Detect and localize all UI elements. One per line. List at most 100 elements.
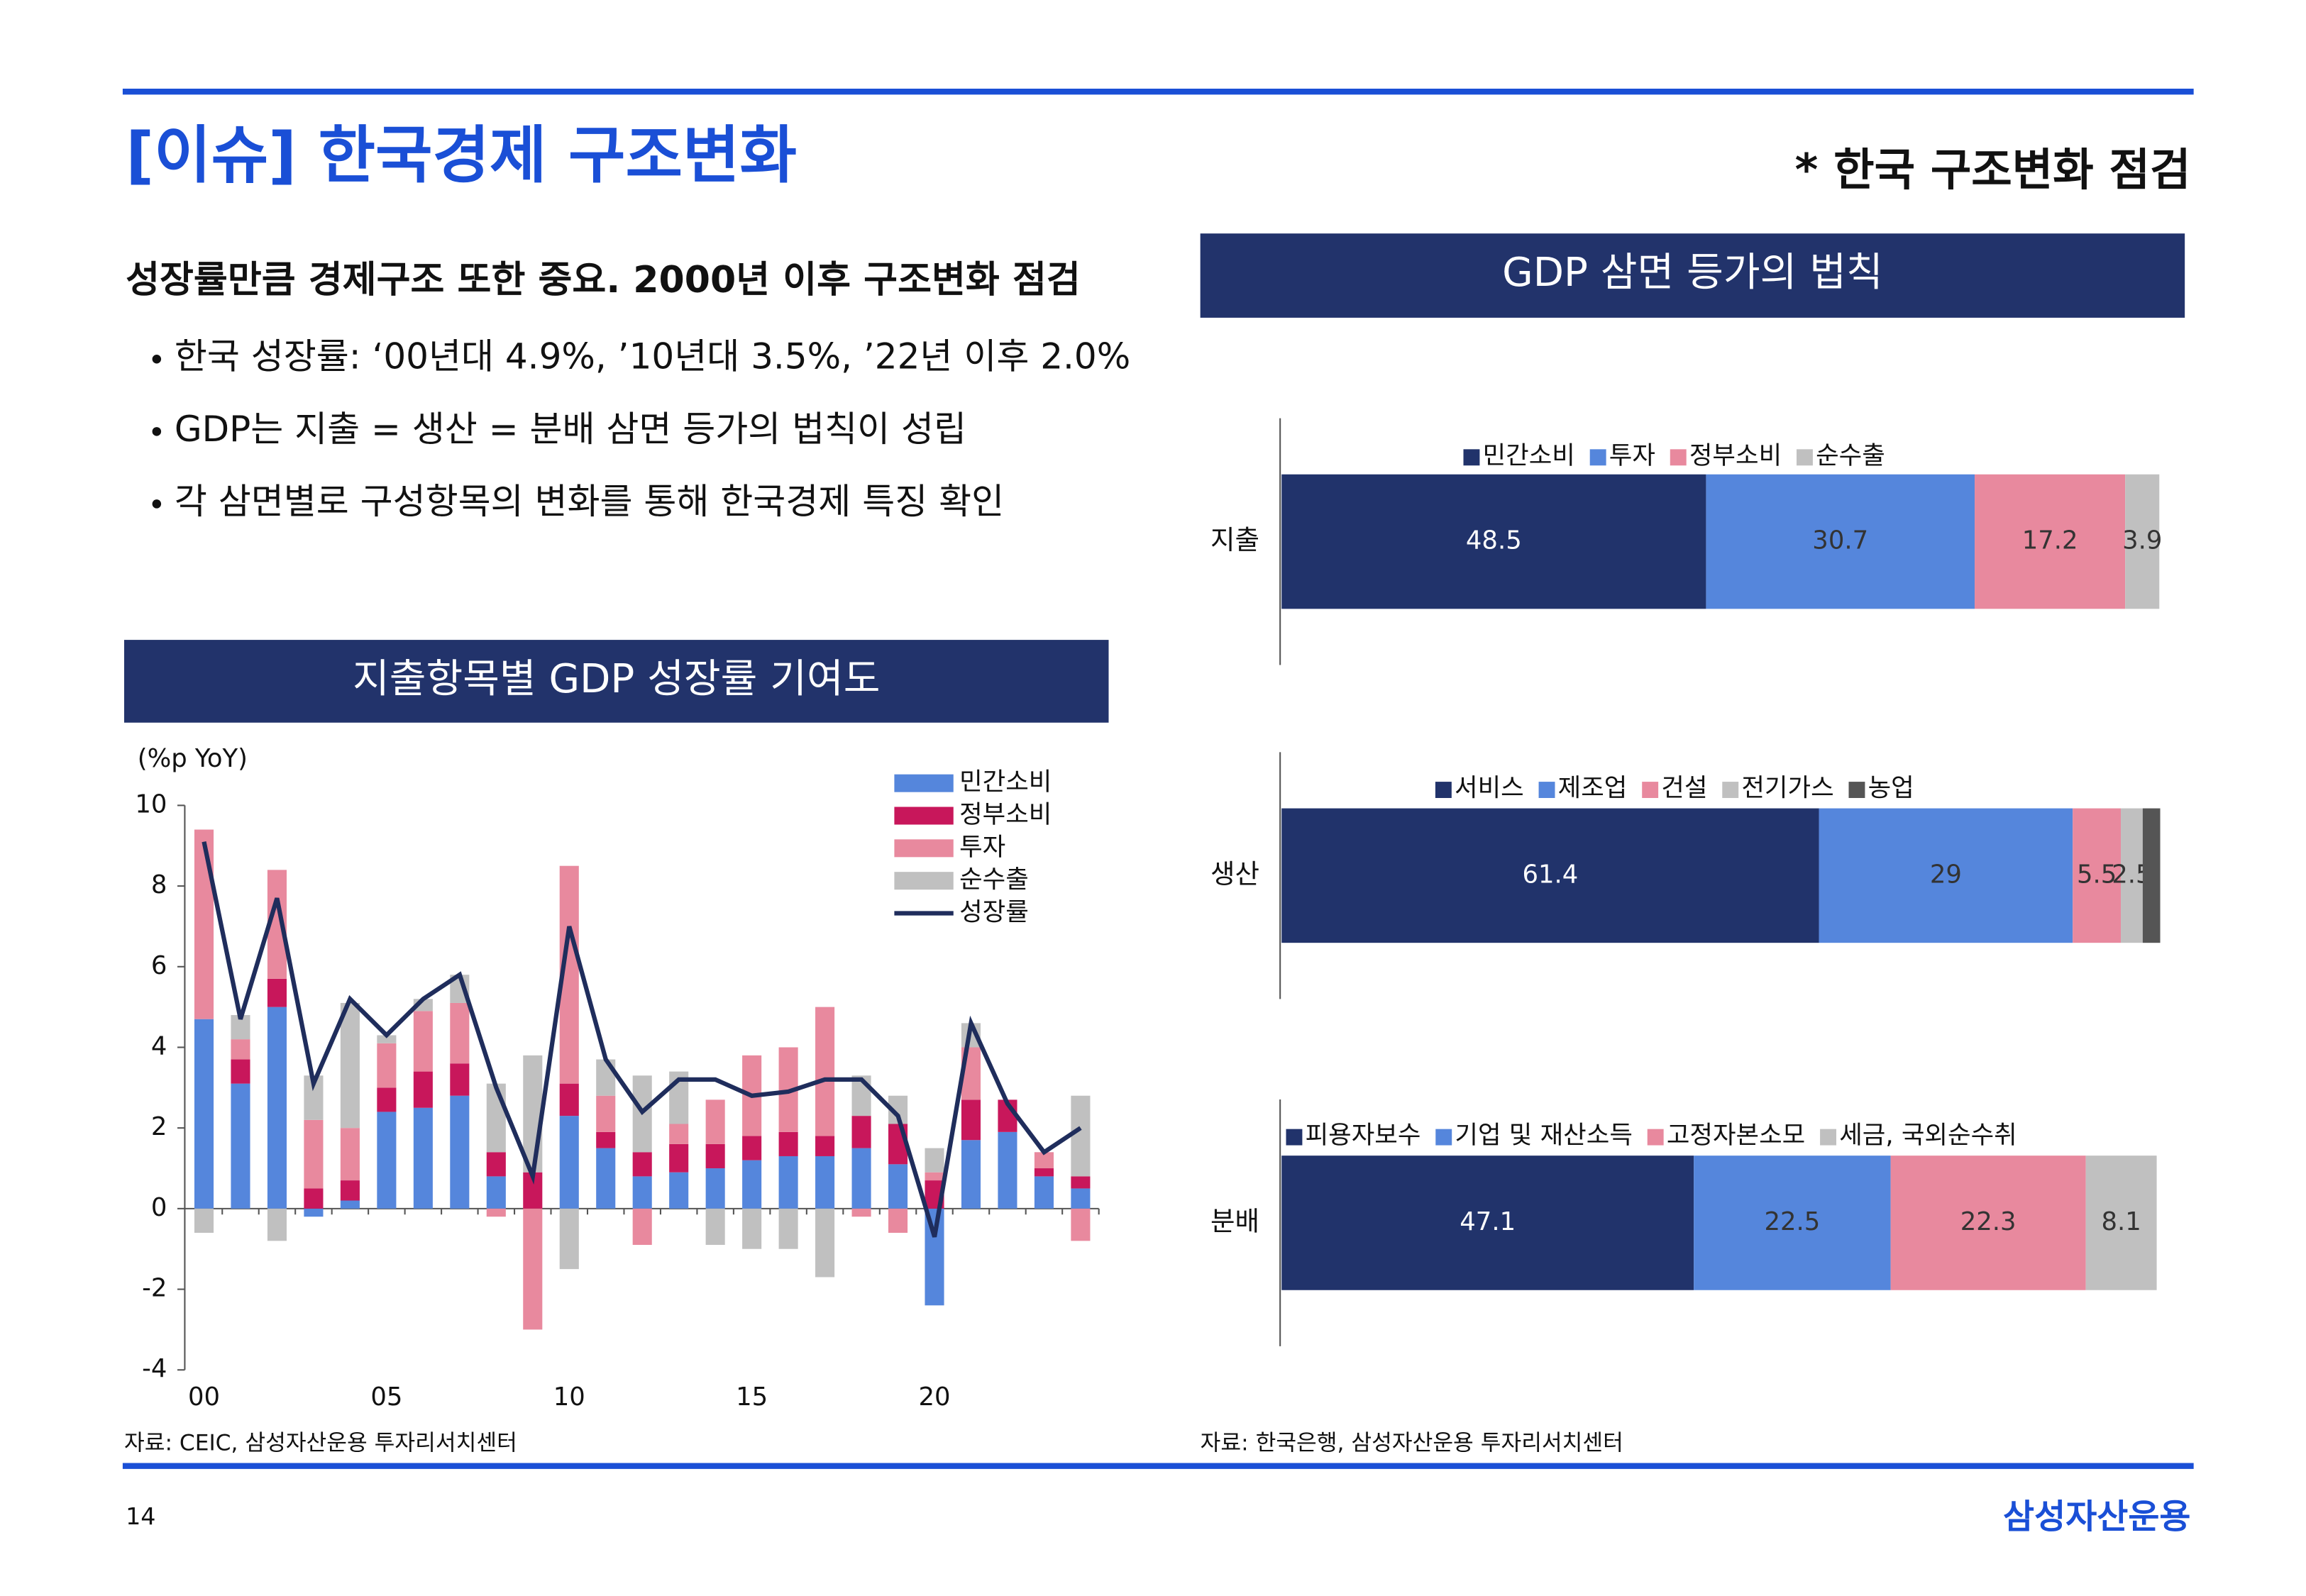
legend-label: 농업	[1868, 774, 1914, 803]
bar-segment	[1281, 808, 1819, 943]
data-label: 8.1	[2101, 1207, 2141, 1236]
legend-label: 고정자본소모	[1667, 1121, 1805, 1150]
legend-swatch	[1435, 1129, 1452, 1146]
bar-segment	[778, 1156, 798, 1209]
bar-segment	[1034, 1152, 1054, 1169]
bar-segment	[632, 1152, 652, 1177]
data-label: 47.1	[1460, 1207, 1516, 1236]
legend-label: 성장률	[959, 898, 1029, 927]
bar-segment	[851, 1148, 871, 1209]
bar-segment	[1281, 474, 1706, 609]
data-label: 5.5	[2077, 860, 2117, 889]
bar-segment	[925, 1148, 944, 1173]
bar-segment	[304, 1119, 324, 1189]
bar-segment	[194, 1208, 214, 1233]
legend-label: 세금, 국외순수취	[1839, 1121, 2017, 1150]
legend-swatch	[894, 807, 954, 825]
legend-swatch	[894, 872, 954, 890]
bar-segment	[340, 1180, 360, 1201]
bar-segment	[413, 1071, 433, 1108]
bullet-dot	[152, 355, 162, 364]
legend-swatch	[1670, 449, 1687, 466]
bar-segment	[377, 1087, 397, 1112]
y-tick-label: -2	[142, 1274, 167, 1303]
bar-segment	[523, 1055, 543, 1173]
bar-segment	[267, 1007, 287, 1209]
bar-segment	[669, 1124, 689, 1144]
bar-segment	[486, 1152, 506, 1177]
bar-segment	[486, 1208, 506, 1217]
bar-segment	[778, 1208, 798, 1249]
bar-segment	[815, 1156, 835, 1209]
legend-label: 민간소비	[1483, 441, 1575, 470]
bar-segment	[1819, 808, 2073, 943]
bar-segment	[1071, 1188, 1091, 1209]
bar-segment	[669, 1143, 689, 1173]
bar-segment	[1071, 1208, 1091, 1241]
bar-segment	[961, 1140, 981, 1209]
bar-segment	[596, 1131, 616, 1148]
legend-swatch	[1722, 782, 1739, 798]
bullet-dot	[152, 499, 162, 509]
legend-swatch	[1820, 1129, 1837, 1146]
bar-segment	[559, 1208, 579, 1270]
bar-segment	[851, 1116, 871, 1148]
legend-label: 순수출	[959, 865, 1029, 894]
legend-swatch	[894, 839, 954, 858]
bar-segment	[1071, 1176, 1091, 1189]
data-label: 17.2	[2022, 526, 2078, 555]
legend-label: 민간소비	[959, 767, 1052, 797]
bar-segment	[486, 1083, 506, 1153]
legend-label: 투자	[959, 833, 1005, 862]
bar-segment	[1034, 1176, 1054, 1209]
legend-swatch	[894, 774, 954, 792]
bar-segment	[1706, 474, 1975, 609]
bar-segment	[559, 1116, 579, 1209]
bar-segment	[194, 829, 214, 1019]
bar-segment	[742, 1160, 762, 1209]
y-tick-label: 0	[151, 1193, 167, 1222]
legend-label: 제조업	[1558, 774, 1628, 803]
chart-title: GDP 삼면 등가의 법칙	[1502, 250, 1883, 296]
legend-swatch	[1647, 1129, 1664, 1146]
bar-segment	[888, 1164, 908, 1209]
bullet: 한국 성장률: ‘00년대 4.9%, ’10년대 3.5%, ’22년 이후 …	[175, 336, 1130, 377]
bar-segment	[413, 1011, 433, 1072]
y-tick-label: 8	[151, 870, 167, 899]
legend-swatch	[1797, 449, 1813, 466]
source: 자료: 한국은행, 삼성자산운용 투자리서치센터	[1201, 1430, 1623, 1456]
bar-segment	[267, 1208, 287, 1241]
x-tick-label: 20	[918, 1382, 950, 1412]
x-tick-label: 10	[553, 1382, 585, 1412]
bar-segment	[632, 1176, 652, 1209]
bar-segment	[231, 1083, 250, 1209]
legend-swatch	[1435, 782, 1452, 798]
bar-segment	[632, 1208, 652, 1246]
bar-segment	[596, 1148, 616, 1209]
y-tick-label: 6	[151, 951, 167, 980]
data-label: 29	[1930, 860, 1962, 889]
bar-segment	[523, 1208, 543, 1330]
bar-segment	[1034, 1168, 1054, 1177]
bar-segment	[2073, 808, 2122, 943]
y-tick-label: 2	[151, 1112, 167, 1141]
bar-segment	[596, 1059, 616, 1096]
bar-segment	[2142, 808, 2161, 943]
legend-label: 서비스	[1455, 774, 1524, 803]
summary-heading: 성장률만큼 경제구조 또한 중요. 2000년 이후 구조변화 점검	[126, 259, 1081, 301]
page-number: 14	[126, 1502, 155, 1530]
bar-segment	[231, 1039, 250, 1060]
x-tick-label: 05	[370, 1382, 402, 1412]
bar-segment	[1975, 474, 2126, 609]
source: 자료: CEIC, 삼성자산운용 투자리서치센터	[124, 1430, 517, 1456]
row-label: 생산	[1210, 858, 1259, 890]
bar-segment	[377, 1043, 397, 1088]
bar-segment	[559, 1083, 579, 1116]
bar-segment	[486, 1176, 506, 1209]
bar-segment	[450, 1095, 470, 1209]
data-label: 22.5	[1764, 1207, 1820, 1236]
bar-segment	[304, 1208, 324, 1217]
legend-label: 건설	[1661, 774, 1707, 803]
legend-label: 투자	[1609, 441, 1655, 470]
